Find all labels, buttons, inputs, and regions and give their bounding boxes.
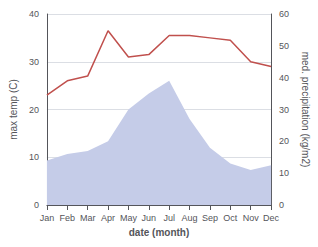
- svg-text:Mar: Mar: [80, 213, 96, 223]
- svg-text:Jan: Jan: [40, 213, 55, 223]
- svg-text:40: 40: [29, 9, 39, 19]
- svg-text:med. precipitation (kg/m2): med. precipitation (kg/m2): [300, 52, 311, 168]
- svg-text:40: 40: [279, 73, 289, 83]
- svg-text:30: 30: [279, 105, 289, 115]
- svg-text:20: 20: [29, 105, 39, 115]
- svg-text:Jun: Jun: [142, 213, 157, 223]
- svg-text:Oct: Oct: [223, 213, 238, 223]
- svg-text:10: 10: [279, 168, 289, 178]
- svg-text:10: 10: [29, 152, 39, 162]
- svg-text:May: May: [120, 213, 138, 223]
- svg-text:50: 50: [279, 41, 289, 51]
- svg-text:0: 0: [279, 200, 284, 210]
- svg-text:Sep: Sep: [202, 213, 218, 223]
- svg-text:20: 20: [279, 136, 289, 146]
- svg-text:Aug: Aug: [182, 213, 198, 223]
- svg-text:date (month): date (month): [129, 227, 190, 238]
- svg-text:30: 30: [29, 57, 39, 67]
- svg-text:Feb: Feb: [60, 213, 76, 223]
- svg-text:Jul: Jul: [163, 213, 175, 223]
- svg-text:max temp (C): max temp (C): [8, 79, 19, 140]
- svg-text:60: 60: [279, 9, 289, 19]
- svg-text:0: 0: [34, 200, 39, 210]
- svg-text:Nov: Nov: [243, 213, 260, 223]
- svg-text:Dec: Dec: [263, 213, 280, 223]
- svg-text:Apr: Apr: [101, 213, 115, 223]
